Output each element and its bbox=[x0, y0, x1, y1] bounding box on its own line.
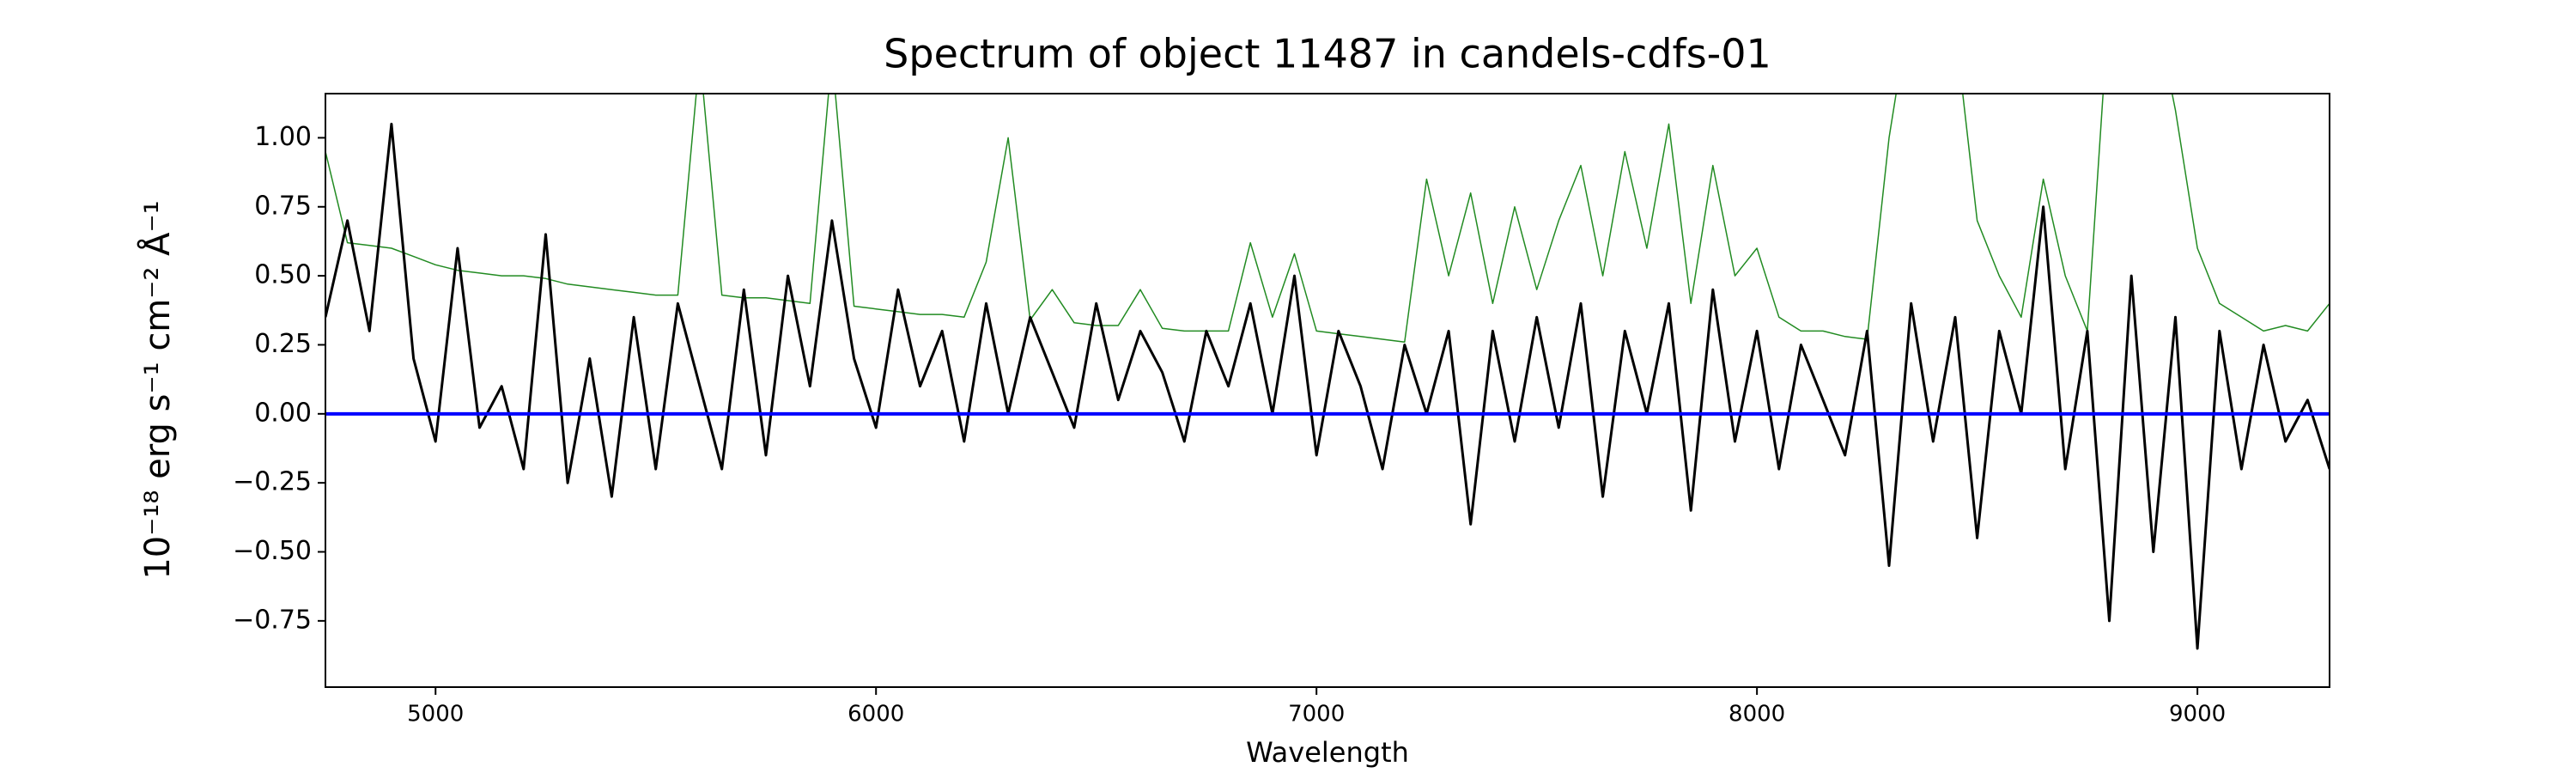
x-tick-label: 7000 bbox=[1288, 702, 1345, 727]
y-tick-label: 0.25 bbox=[254, 329, 312, 359]
x-tick-label: 6000 bbox=[848, 702, 904, 727]
y-tick-label: 1.00 bbox=[254, 122, 312, 152]
x-tick-label: 5000 bbox=[407, 702, 464, 727]
y-axis-label: 10⁻¹⁸ erg s⁻¹ cm⁻² Å⁻¹ bbox=[137, 200, 178, 579]
spectrum-line bbox=[325, 122, 2330, 650]
chart-title: Spectrum of object 11487 in candels-cdfs… bbox=[884, 31, 1771, 77]
y-tick-label: −0.75 bbox=[233, 605, 312, 635]
spectrum-line bbox=[325, 94, 2330, 344]
x-tick-label: 9000 bbox=[2169, 702, 2226, 727]
plot-area bbox=[325, 94, 2330, 650]
y-tick-label: 0.50 bbox=[254, 260, 312, 290]
axes-frame bbox=[325, 93, 2330, 688]
x-tick-label: 8000 bbox=[1728, 702, 1785, 727]
y-tick-label: −0.25 bbox=[233, 467, 312, 497]
x-axis-label: Wavelength bbox=[1246, 736, 1409, 769]
y-tick-label: 0.75 bbox=[254, 191, 312, 221]
y-tick-label: 0.00 bbox=[254, 398, 312, 428]
y-tick-label: −0.50 bbox=[233, 536, 312, 566]
